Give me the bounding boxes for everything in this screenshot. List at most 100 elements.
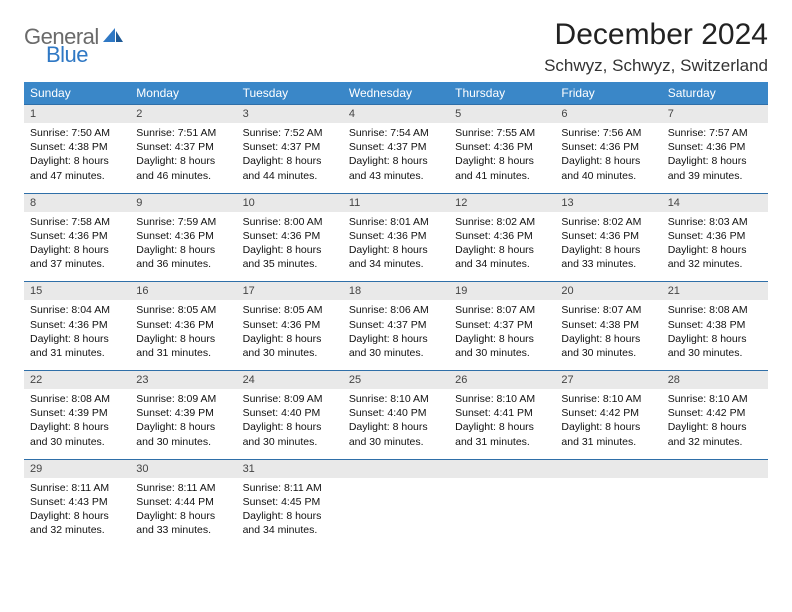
day-ss: Sunset: 4:42 PM (561, 406, 655, 420)
day-d2: and 30 minutes. (136, 435, 230, 449)
day-d2: and 34 minutes. (243, 523, 337, 537)
day-d1: Daylight: 8 hours (243, 509, 337, 523)
day-info-cell: Sunrise: 7:52 AMSunset: 4:37 PMDaylight:… (237, 123, 343, 193)
day-info-cell: Sunrise: 8:09 AMSunset: 4:40 PMDaylight:… (237, 389, 343, 459)
day-d2: and 32 minutes. (668, 435, 762, 449)
day-ss: Sunset: 4:45 PM (243, 495, 337, 509)
day-number-cell: 20 (555, 282, 661, 301)
day-d1: Daylight: 8 hours (136, 154, 230, 168)
day-sr: Sunrise: 8:10 AM (561, 392, 655, 406)
day-sr: Sunrise: 8:10 AM (349, 392, 443, 406)
day-number-cell: 27 (555, 371, 661, 390)
day-d2: and 30 minutes. (349, 435, 443, 449)
day-number-cell: 3 (237, 105, 343, 124)
day-d2: and 37 minutes. (30, 257, 124, 271)
day-d1: Daylight: 8 hours (455, 154, 549, 168)
day-info-row: Sunrise: 8:08 AMSunset: 4:39 PMDaylight:… (24, 389, 768, 459)
day-d1: Daylight: 8 hours (349, 243, 443, 257)
day-sr: Sunrise: 8:01 AM (349, 215, 443, 229)
day-info-cell: Sunrise: 8:00 AMSunset: 4:36 PMDaylight:… (237, 212, 343, 282)
day-number-cell: 14 (662, 193, 768, 212)
day-info-row: Sunrise: 8:11 AMSunset: 4:43 PMDaylight:… (24, 478, 768, 548)
day-sr: Sunrise: 8:11 AM (30, 481, 124, 495)
day-number-cell: 9 (130, 193, 236, 212)
day-sr: Sunrise: 8:08 AM (668, 303, 762, 317)
day-sr: Sunrise: 8:09 AM (136, 392, 230, 406)
day-d2: and 30 minutes. (349, 346, 443, 360)
day-number-row: 891011121314 (24, 193, 768, 212)
month-title: December 2024 (544, 18, 768, 52)
day-d2: and 41 minutes. (455, 169, 549, 183)
day-d2: and 31 minutes. (136, 346, 230, 360)
day-number-cell: 30 (130, 459, 236, 478)
day-sr: Sunrise: 8:08 AM (30, 392, 124, 406)
day-info-row: Sunrise: 7:58 AMSunset: 4:36 PMDaylight:… (24, 212, 768, 282)
day-sr: Sunrise: 7:54 AM (349, 126, 443, 140)
day-info-cell: Sunrise: 8:02 AMSunset: 4:36 PMDaylight:… (449, 212, 555, 282)
day-ss: Sunset: 4:37 PM (243, 140, 337, 154)
day-info-cell: Sunrise: 7:59 AMSunset: 4:36 PMDaylight:… (130, 212, 236, 282)
day-number-cell: 11 (343, 193, 449, 212)
day-number-cell: 10 (237, 193, 343, 212)
day-d2: and 33 minutes. (136, 523, 230, 537)
day-d1: Daylight: 8 hours (30, 332, 124, 346)
day-ss: Sunset: 4:37 PM (455, 318, 549, 332)
day-d2: and 30 minutes. (243, 346, 337, 360)
day-sr: Sunrise: 7:50 AM (30, 126, 124, 140)
day-number-cell: 31 (237, 459, 343, 478)
day-info-cell: Sunrise: 7:57 AMSunset: 4:36 PMDaylight:… (662, 123, 768, 193)
day-number-cell (662, 459, 768, 478)
day-d1: Daylight: 8 hours (561, 243, 655, 257)
day-number-cell: 2 (130, 105, 236, 124)
day-sr: Sunrise: 8:00 AM (243, 215, 337, 229)
header: General Blue December 2024 Schwyz, Schwy… (24, 18, 768, 76)
day-ss: Sunset: 4:40 PM (243, 406, 337, 420)
day-ss: Sunset: 4:42 PM (668, 406, 762, 420)
day-number-cell: 24 (237, 371, 343, 390)
day-info-cell: Sunrise: 8:05 AMSunset: 4:36 PMDaylight:… (237, 300, 343, 370)
day-d2: and 34 minutes. (455, 257, 549, 271)
day-ss: Sunset: 4:36 PM (561, 140, 655, 154)
day-number-cell: 29 (24, 459, 130, 478)
day-d1: Daylight: 8 hours (668, 154, 762, 168)
day-ss: Sunset: 4:36 PM (243, 229, 337, 243)
day-number-cell: 18 (343, 282, 449, 301)
day-d2: and 40 minutes. (561, 169, 655, 183)
day-info-cell: Sunrise: 7:54 AMSunset: 4:37 PMDaylight:… (343, 123, 449, 193)
weekday-header: Sunday (24, 82, 130, 105)
day-d2: and 30 minutes. (243, 435, 337, 449)
day-d1: Daylight: 8 hours (30, 420, 124, 434)
day-sr: Sunrise: 8:05 AM (136, 303, 230, 317)
day-ss: Sunset: 4:40 PM (349, 406, 443, 420)
day-d1: Daylight: 8 hours (561, 420, 655, 434)
calendar-body: 1234567Sunrise: 7:50 AMSunset: 4:38 PMDa… (24, 105, 768, 548)
day-number-cell: 4 (343, 105, 449, 124)
day-d1: Daylight: 8 hours (136, 332, 230, 346)
day-info-cell: Sunrise: 8:10 AMSunset: 4:42 PMDaylight:… (662, 389, 768, 459)
day-d2: and 32 minutes. (668, 257, 762, 271)
day-d2: and 34 minutes. (349, 257, 443, 271)
day-d1: Daylight: 8 hours (349, 420, 443, 434)
day-ss: Sunset: 4:36 PM (455, 140, 549, 154)
day-d2: and 31 minutes. (561, 435, 655, 449)
day-info-cell: Sunrise: 8:05 AMSunset: 4:36 PMDaylight:… (130, 300, 236, 370)
day-ss: Sunset: 4:38 PM (561, 318, 655, 332)
day-ss: Sunset: 4:36 PM (30, 318, 124, 332)
day-sr: Sunrise: 8:03 AM (668, 215, 762, 229)
day-sr: Sunrise: 8:07 AM (561, 303, 655, 317)
day-sr: Sunrise: 8:06 AM (349, 303, 443, 317)
day-info-cell: Sunrise: 8:09 AMSunset: 4:39 PMDaylight:… (130, 389, 236, 459)
day-sr: Sunrise: 8:11 AM (136, 481, 230, 495)
day-d2: and 30 minutes. (30, 435, 124, 449)
day-d2: and 30 minutes. (668, 346, 762, 360)
day-sr: Sunrise: 7:55 AM (455, 126, 549, 140)
day-sr: Sunrise: 8:10 AM (668, 392, 762, 406)
day-number-cell (343, 459, 449, 478)
day-ss: Sunset: 4:36 PM (668, 140, 762, 154)
day-d1: Daylight: 8 hours (243, 420, 337, 434)
day-number-cell: 5 (449, 105, 555, 124)
day-info-cell: Sunrise: 8:02 AMSunset: 4:36 PMDaylight:… (555, 212, 661, 282)
day-number-row: 22232425262728 (24, 371, 768, 390)
day-d1: Daylight: 8 hours (243, 243, 337, 257)
day-d1: Daylight: 8 hours (243, 332, 337, 346)
